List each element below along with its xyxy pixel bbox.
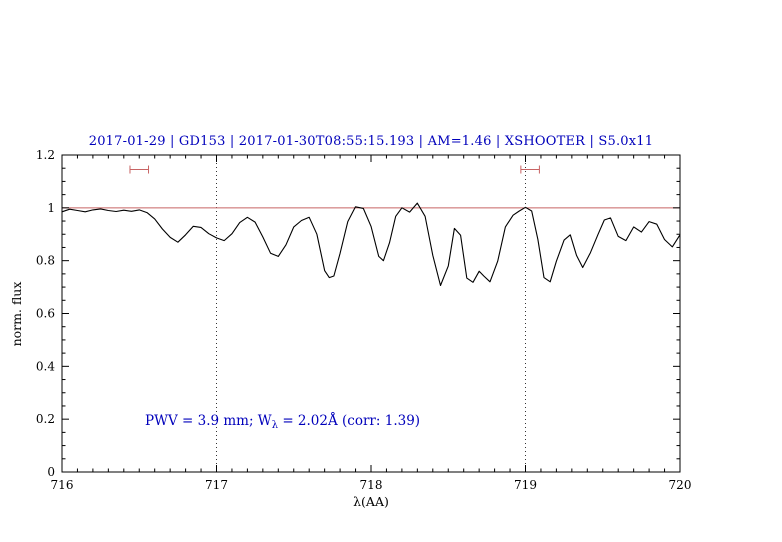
plot-title: 2017-01-29 | GD153 | 2017-01-30T08:55:15… [88,134,654,149]
pwv-annotation: PWV = 3.9 mm; Wλ = 2.02Å (corr: 1.39) [145,413,420,431]
y-tick-label: 1.2 [36,148,55,162]
y-tick-label: 0.8 [36,254,55,268]
y-tick-label: 1 [47,201,55,215]
spectrum-line [61,202,681,287]
plot-generated-layer: 716 717 718 719 720 0 0.2 0.4 0.6 0.8 1 1.2 [36,148,692,492]
y-tick-label: 0.4 [36,359,55,373]
y-tick-label: 0.6 [36,307,55,321]
y-axis-label: norm. flux [9,282,24,347]
pwv-annotation-suffix: = 2.02Å (corr: 1.39) [278,413,421,429]
x-tick-label: 716 [51,478,74,492]
y-tick-label: 0 [47,465,55,479]
pwv-annotation-prefix: PWV = 3.9 mm; W [145,413,272,429]
pwv-annotation-subscript: λ [271,420,279,431]
x-tick-label: 719 [514,478,537,492]
x-axis-label: λ(AA) [353,494,389,509]
x-tick-label: 720 [669,478,692,492]
x-tick-label: 718 [360,478,383,492]
y-tick-label: 0.2 [36,412,55,426]
x-tick-label: 717 [205,478,228,492]
